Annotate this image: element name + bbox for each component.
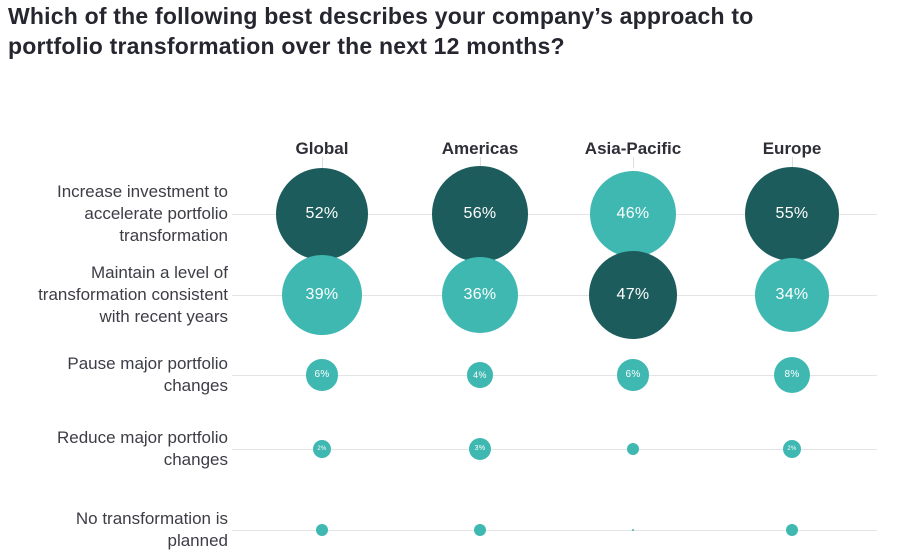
bubble	[626, 442, 640, 456]
bubble-value: 4%	[473, 369, 487, 380]
row-label: Reduce major portfolio changes	[56, 427, 228, 469]
column-tick	[479, 157, 481, 168]
bubble-value: 46%	[616, 204, 650, 222]
bubble-value: 2%	[787, 445, 797, 452]
column-tick	[791, 157, 793, 168]
bubble: 2%	[312, 439, 332, 459]
row-gridline	[232, 213, 877, 215]
column-tick	[632, 157, 634, 168]
bubble	[785, 523, 799, 537]
column-header-global: Global	[295, 139, 349, 158]
bubble: 4%	[467, 362, 493, 388]
row-label: Pause major portfolio changes	[67, 353, 228, 395]
bubble: 8%	[773, 356, 811, 394]
bubble: 46%	[589, 170, 677, 258]
column-header-europe: Europe	[762, 139, 822, 158]
bubble	[315, 523, 329, 537]
row-gridline	[232, 529, 877, 531]
row-gridline	[232, 448, 877, 450]
bubble-value: 3%	[474, 445, 486, 453]
bubble: 36%	[441, 256, 519, 334]
bubble: 6%	[306, 359, 338, 391]
row-label: Maintain a level of transformation consi…	[38, 262, 228, 327]
bubble-value: 39%	[305, 285, 339, 303]
bubble: 6%	[617, 359, 649, 391]
bubble-value: 55%	[775, 204, 809, 222]
column-tick	[321, 157, 323, 168]
bubble: 55%	[744, 166, 840, 262]
row-gridline	[232, 294, 877, 296]
bubble: 47%	[589, 251, 677, 339]
bubble: 52%	[275, 167, 369, 261]
column-header-asia-pacific: Asia-Pacific	[584, 139, 682, 158]
bubble: 56%	[432, 166, 528, 262]
bubble: 2%	[782, 439, 802, 459]
bubble-value: 8%	[784, 369, 800, 381]
bubble	[473, 523, 487, 537]
row-label: Increase investment to accelerate portfo…	[56, 181, 228, 246]
chart-title: Which of the following best describes yo…	[8, 3, 754, 59]
bubble-value: 52%	[305, 204, 339, 222]
bubble: 34%	[754, 257, 830, 333]
bubble-value: 6%	[625, 369, 641, 381]
bubble-value: 56%	[463, 204, 497, 222]
bubble: 39%	[282, 255, 362, 335]
bubble-value: 34%	[775, 285, 809, 303]
bubble-value: 47%	[616, 285, 650, 303]
bubble-value: 6%	[314, 369, 330, 381]
row-label: No transformation is planned	[75, 508, 228, 550]
column-header-americas: Americas	[441, 139, 519, 158]
bubble: 3%	[468, 437, 492, 461]
bubble-value: 2%	[317, 445, 327, 452]
row-gridline	[232, 374, 877, 376]
bubble-value: 36%	[463, 285, 497, 303]
bubble	[631, 528, 635, 532]
